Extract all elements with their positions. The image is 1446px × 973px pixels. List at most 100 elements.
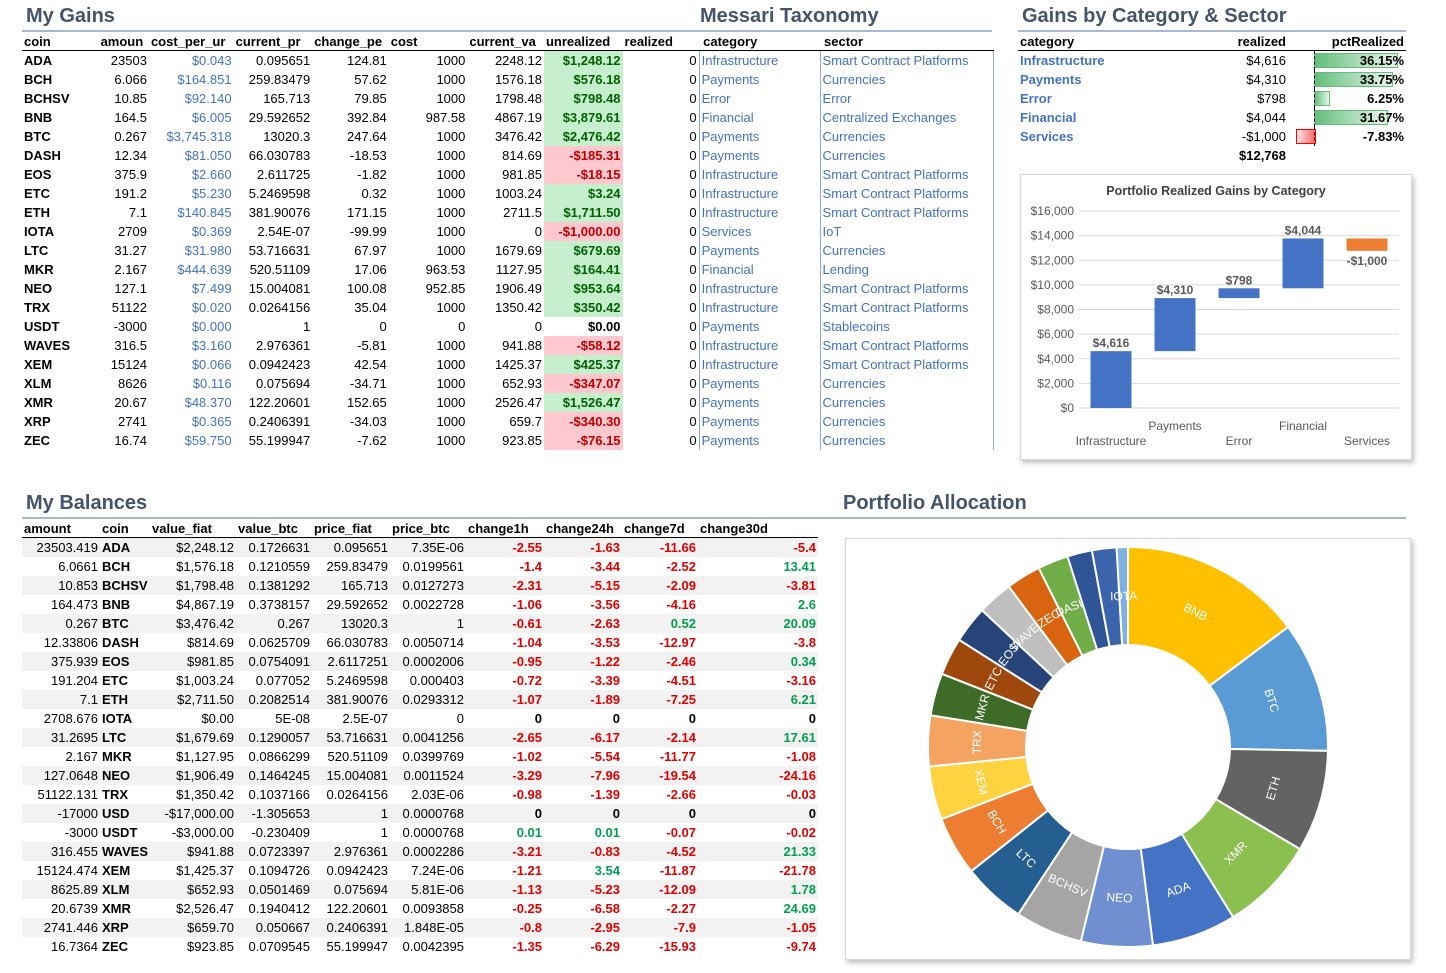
portfolio-allocation-chart[interactable]: BNB BTC ETH XMR ADA NEO BCHSV LTC BCH XEM TRX MKR ET… — [845, 538, 1411, 960]
balances-cell-change24h[interactable]: -6.58 — [590, 901, 620, 916]
gains-header-1[interactable]: amoun — [98, 33, 149, 51]
balances-cell-price_btc[interactable]: 0.0000768 — [390, 804, 466, 823]
category-row[interactable]: Infrastructure $4,616 36.15% — [1018, 51, 1406, 70]
gains-cell-amoun[interactable]: 164.5 — [114, 110, 147, 125]
gains-cell-cost[interactable]: 1000 — [436, 72, 466, 87]
balances-cell-amount[interactable]: -3000 — [64, 825, 98, 840]
balances-cell-change24h[interactable]: -6.17 — [544, 728, 622, 747]
gains-cell-cost[interactable]: 1000 — [436, 357, 466, 372]
balances-header-change1h[interactable]: change1h — [466, 520, 544, 538]
gains-cell-cost[interactable]: 1000 — [436, 186, 466, 201]
gains-cell-realized[interactable]: 0 — [689, 281, 697, 296]
gains-cell-cost_per_ur[interactable]: $0.365 — [191, 414, 232, 429]
taxonomy-sector[interactable]: Currencies — [819, 431, 995, 450]
balances-cell-price_btc[interactable]: 0.0127273 — [390, 576, 466, 595]
gains-cell-cost_per_ur[interactable]: $81.050 — [184, 148, 232, 163]
gains-row[interactable]: NEO 127.1 $7.499 15.004081 100.08 952.85 1906.… — [22, 279, 995, 298]
balances-header-change24h[interactable]: change24h — [544, 520, 622, 538]
taxonomy-category[interactable]: Infrastructure — [698, 203, 821, 222]
balances-cell-value_fiat[interactable]: $1,127.95 — [176, 749, 234, 764]
balances-cell-coin[interactable]: XMR — [102, 901, 131, 916]
balances-cell-change24h[interactable]: 0.01 — [594, 825, 620, 840]
category-realized[interactable]: $4,310 — [1246, 72, 1286, 87]
gains-cell-realized[interactable]: 0 — [689, 319, 697, 334]
balances-cell-amount[interactable]: 0.267 — [22, 614, 100, 633]
gains-row[interactable]: DASH 12.34 $81.050 66.030783 -18.53 1000 814.6… — [22, 146, 995, 165]
gains-cell-cost[interactable]: 1000 — [436, 338, 466, 353]
gains-cell-realized[interactable]: 0 — [689, 148, 697, 163]
gains-cell-cost_per_ur[interactable]: $92.140 — [184, 91, 232, 106]
category-realized[interactable]: -$1,000 — [1241, 129, 1286, 144]
taxonomy-sector[interactable]: Smart Contract Platforms — [819, 165, 995, 184]
gains-cell-amoun[interactable]: 127.1 — [114, 281, 147, 296]
gains-cell-current_pr[interactable]: 55.199947 — [248, 433, 311, 448]
balances-cell-change7d[interactable]: -2.09 — [622, 576, 698, 595]
taxonomy-category[interactable]: Infrastructure — [698, 355, 821, 374]
gains-cell-coin[interactable]: XMR — [24, 395, 53, 410]
gains-cell-current_va[interactable]: 4867.19 — [494, 110, 542, 125]
gains-cell-cost[interactable]: 952.85 — [425, 281, 466, 296]
balances-row[interactable]: -3000 USDT -$3,000.00 -0.230409 1 0.0000768 0.… — [22, 823, 818, 842]
balances-cell-value_btc[interactable]: 0.077052 — [255, 673, 310, 688]
balances-cell-amount[interactable]: 375.939 — [22, 652, 100, 671]
gains-cell-unrealized[interactable]: $3,879.61 — [543, 108, 623, 127]
gains-cell-amoun[interactable]: 8626 — [118, 376, 147, 391]
balances-cell-price_btc[interactable]: 7.35E-06 — [390, 537, 466, 557]
balances-cell-price_fiat[interactable]: 2.5E-07 — [342, 711, 388, 726]
gains-cell-unrealized[interactable]: $1,711.50 — [543, 203, 623, 222]
gains-cell-current_pr[interactable]: 5.2469598 — [248, 186, 311, 201]
balances-cell-price_btc[interactable]: 0.0041256 — [390, 728, 466, 747]
gains-cell-current_pr[interactable]: 2.611725 — [256, 167, 311, 182]
balances-cell-coin[interactable]: IOTA — [102, 711, 133, 726]
balances-cell-change24h[interactable]: -1.22 — [544, 652, 622, 671]
gains-cell-coin[interactable]: LTC — [24, 243, 49, 258]
balances-cell-price_btc[interactable]: 0.0042395 — [402, 939, 464, 954]
balances-cell-change1h[interactable]: -2.31 — [466, 576, 544, 595]
gains-cell-coin[interactable]: ZEC — [24, 433, 50, 448]
balances-cell-change7d[interactable]: -2.14 — [622, 728, 698, 747]
balances-cell-coin[interactable]: XRP — [100, 918, 150, 937]
gains-cell-cost_per_ur[interactable]: $59.750 — [184, 433, 232, 448]
balances-cell-value_fiat[interactable]: $1,425.37 — [176, 863, 234, 878]
balances-cell-price_fiat[interactable]: 15.004081 — [312, 766, 390, 785]
balances-cell-change1h[interactable]: -2.65 — [466, 728, 544, 747]
taxonomy-category[interactable]: Payments — [698, 393, 821, 412]
balances-cell-amount[interactable]: 16.7364 — [51, 939, 98, 954]
gains-cell-change_pe[interactable]: 35.04 — [354, 300, 387, 315]
balances-cell-amount[interactable]: -17000 — [22, 804, 100, 823]
gains-cell-current_va[interactable]: 1906.49 — [494, 281, 542, 296]
balances-cell-change7d[interactable]: -4.16 — [666, 597, 696, 612]
category-header-pctRealized[interactable]: pctRealized — [1288, 33, 1406, 51]
balances-cell-amount[interactable]: 31.2695 — [22, 728, 100, 747]
gains-cell-realized[interactable]: 0 — [689, 129, 697, 144]
gains-cell-realized[interactable]: 0 — [689, 224, 697, 239]
taxonomy-category[interactable]: Payments — [698, 70, 821, 89]
balances-cell-price_btc[interactable]: 0 — [456, 711, 464, 726]
balances-cell-change7d[interactable]: -7.9 — [622, 918, 698, 937]
gains-row[interactable]: WAVES 316.5 $3.160 2.976361 -5.81 1000 941.88-… — [22, 336, 995, 355]
balances-cell-value_btc[interactable]: 0.0754091 — [236, 652, 312, 671]
balances-cell-amount[interactable]: 127.0648 — [22, 766, 100, 785]
balances-cell-change7d[interactable]: -2.52 — [666, 559, 696, 574]
gains-cell-coin[interactable]: ADA — [24, 53, 53, 68]
balances-cell-change24h[interactable]: -2.95 — [544, 918, 622, 937]
gains-cell-cost_per_ur[interactable]: $0.066 — [191, 357, 232, 372]
gains-cell-coin[interactable]: ETH — [24, 205, 50, 220]
gains-row[interactable]: TRX 51122 $0.020 0.0264156 35.04 1000 1350.42 $… — [22, 298, 995, 317]
balances-cell-price_fiat[interactable]: 0.2406391 — [312, 918, 390, 937]
taxonomy-category[interactable]: Error — [698, 89, 821, 108]
gains-cell-amoun[interactable]: 20.67 — [114, 395, 147, 410]
balances-cell-price_btc[interactable]: 2.03E-06 — [411, 787, 464, 802]
balances-cell-change24h[interactable]: -5.15 — [544, 576, 622, 595]
balances-cell-coin[interactable]: BCH — [102, 559, 131, 574]
balances-cell-value_btc[interactable]: 0.0501469 — [236, 880, 312, 899]
gains-cell-change_pe[interactable]: 79.85 — [354, 91, 387, 106]
balances-cell-change24h[interactable]: 0 — [544, 804, 622, 823]
balances-cell-coin[interactable]: EOS — [100, 652, 150, 671]
gains-cell-coin[interactable]: BNB — [24, 110, 53, 125]
gains-row[interactable]: IOTA 2709 $0.369 2.54E-07 -99.99 1000 0 -$1,000… — [22, 222, 995, 241]
gains-cell-amoun[interactable]: 7.1 — [128, 205, 147, 220]
gains-cell-current_va[interactable]: 1576.18 — [494, 72, 542, 87]
gains-cell-realized[interactable]: 0 — [689, 414, 697, 429]
gains-cell-current_va[interactable]: 2526.47 — [494, 395, 542, 410]
